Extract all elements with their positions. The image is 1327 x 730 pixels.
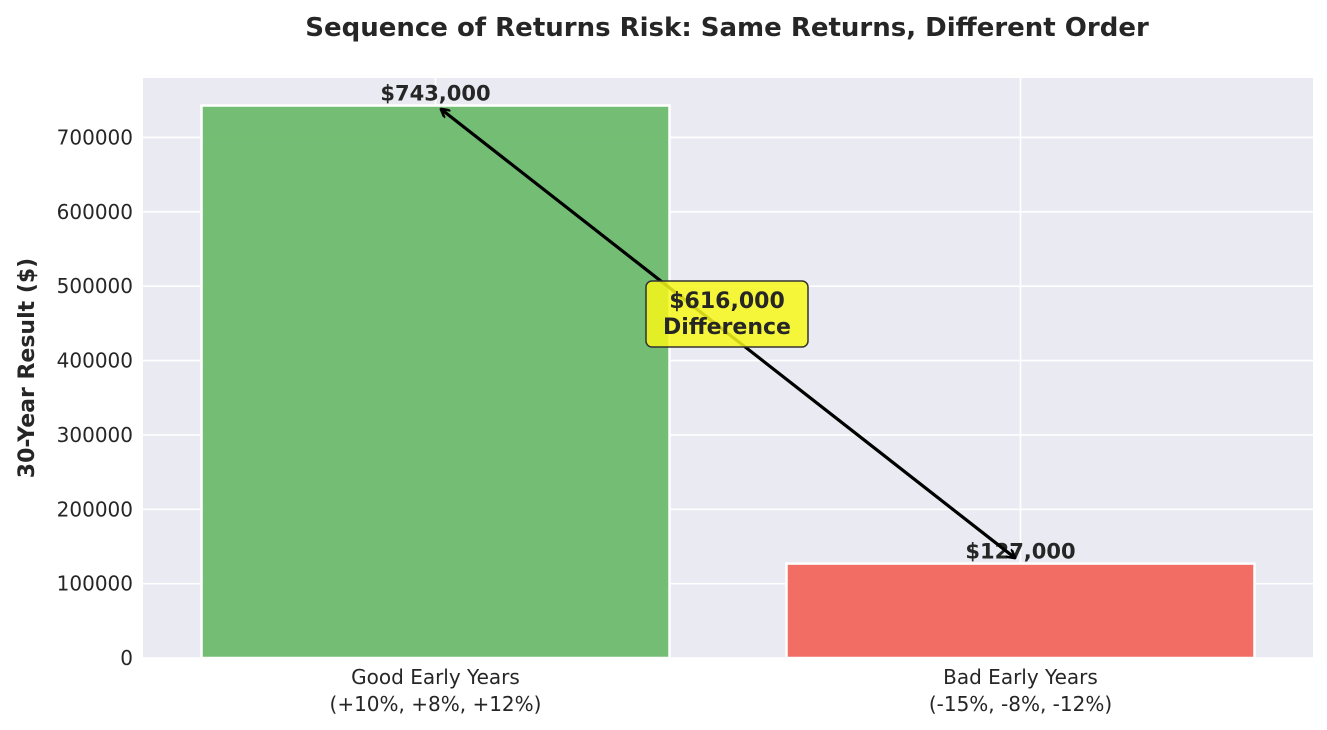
chart-title: Sequence of Returns Risk: Same Returns, … bbox=[305, 13, 1149, 43]
y-tick-label: 700000 bbox=[57, 125, 133, 149]
bar-value-label: $743,000 bbox=[380, 82, 490, 106]
y-tick-label: 500000 bbox=[57, 274, 133, 298]
x-tick-label: Good Early Years bbox=[351, 665, 520, 689]
annotation-amount: $616,000 bbox=[669, 289, 785, 314]
y-tick-label: 0 bbox=[120, 646, 133, 670]
y-tick-label: 400000 bbox=[57, 349, 133, 373]
annotation-box bbox=[645, 280, 809, 348]
y-tick-label: 300000 bbox=[57, 423, 133, 447]
x-tick-label: (-15%, -8%, -12%) bbox=[929, 692, 1112, 716]
x-axis-ticks: Good Early Years (+10%, +8%, +12%) Bad Ear… bbox=[330, 665, 1113, 716]
y-tick-label: 100000 bbox=[57, 572, 133, 596]
x-tick-label: (+10%, +8%, +12%) bbox=[330, 692, 542, 716]
x-tick-label: Bad Early Years bbox=[943, 665, 1098, 689]
y-axis-label: 30-Year Result ($) bbox=[15, 258, 40, 478]
y-tick-label: 200000 bbox=[57, 497, 133, 521]
bar bbox=[785, 562, 1256, 660]
y-tick-label: 600000 bbox=[57, 200, 133, 224]
difference-annotation: $616,000 Difference bbox=[645, 280, 809, 348]
annotation-caption: Difference bbox=[663, 315, 791, 340]
bar bbox=[200, 104, 671, 660]
y-axis-ticks: 0 100000 200000 300000 400000 500000 600000 700… bbox=[57, 125, 133, 670]
bar-value-label: $127,000 bbox=[965, 540, 1075, 564]
